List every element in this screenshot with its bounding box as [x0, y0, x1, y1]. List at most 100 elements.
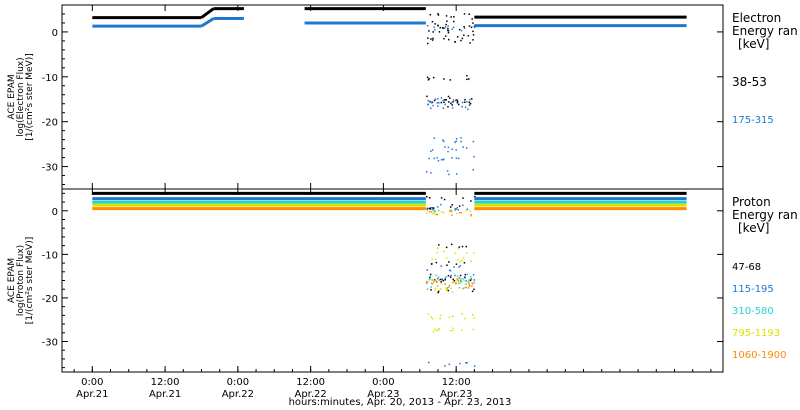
data-point	[428, 157, 430, 160]
data-point	[469, 279, 472, 282]
plot-frame	[61, 188, 724, 373]
data-point	[470, 200, 472, 202]
data-point	[430, 211, 433, 213]
data-point	[446, 170, 449, 172]
series	[92, 191, 687, 294]
y-tick-label: -10	[42, 250, 58, 261]
data-point	[455, 212, 458, 215]
legend-entry: 795-1193	[732, 328, 780, 339]
data-point	[459, 280, 462, 282]
data-point	[449, 79, 452, 81]
data-point	[454, 41, 456, 43]
legend-entry: 115-195	[732, 284, 774, 295]
data-point	[462, 146, 464, 148]
data-point	[433, 210, 436, 213]
data-point	[459, 274, 462, 277]
data-point	[461, 106, 463, 108]
data-point	[463, 286, 466, 289]
data-point	[466, 100, 468, 103]
x-tick-date: Apr.21	[76, 389, 108, 400]
data-point	[454, 252, 457, 255]
data-point	[464, 286, 467, 289]
data-point	[463, 25, 465, 28]
data-point	[448, 316, 451, 318]
y-axis-label: [1/(cm²s ster MeV)]	[25, 237, 35, 324]
data-point	[464, 273, 467, 276]
data-point	[449, 209, 452, 211]
proton-panel: 0 -10 -20 -30 ACE EPAM log(Proton Flux) [1/(cm…	[7, 188, 798, 373]
data-point	[426, 208, 429, 210]
data-point	[442, 140, 445, 143]
data-point	[468, 285, 471, 287]
data-point	[467, 108, 469, 111]
data-point	[465, 283, 467, 285]
data-point	[429, 276, 431, 279]
data-point	[451, 107, 454, 109]
data-point	[444, 26, 447, 28]
data-point	[453, 16, 455, 18]
data-point	[445, 99, 447, 101]
data-point	[458, 266, 460, 268]
data-point	[460, 39, 462, 42]
data-point	[440, 211, 443, 213]
data-point	[461, 101, 464, 104]
data-point	[465, 252, 468, 254]
data-point	[446, 264, 448, 267]
legend-title: Energy ran	[732, 208, 798, 222]
data-point	[447, 38, 450, 41]
data-point	[432, 76, 435, 79]
data-point	[469, 275, 472, 278]
data-point	[435, 261, 438, 264]
data-point	[457, 248, 460, 250]
data-point	[443, 198, 446, 201]
data-point	[458, 246, 460, 248]
data-point	[463, 34, 465, 36]
data-point	[456, 275, 459, 277]
data-point	[462, 197, 464, 199]
data-point	[440, 197, 443, 199]
data-point	[442, 139, 444, 141]
data-point	[436, 329, 438, 332]
data-point	[457, 103, 460, 106]
data-point	[473, 279, 476, 281]
data-point	[443, 27, 446, 30]
data-point	[434, 328, 436, 331]
y-axis-label: ACE EPAM	[7, 258, 17, 303]
data-point	[464, 106, 467, 108]
data-point	[446, 288, 448, 291]
data-point	[473, 252, 475, 254]
data-point	[434, 23, 436, 25]
data-point	[473, 281, 476, 284]
legend-title: Energy ran	[732, 24, 798, 38]
data-point	[425, 171, 428, 173]
data-point	[429, 273, 432, 276]
data-point	[430, 286, 433, 288]
data-point	[461, 37, 464, 40]
data-point	[447, 106, 449, 108]
data-point	[470, 26, 473, 29]
data-point	[471, 285, 473, 287]
y-tick-label: -20	[42, 118, 58, 129]
data-point	[468, 25, 471, 27]
data-point	[468, 78, 470, 80]
electron-panel: 0 -10 -20 -30 ACE EPAM log(Electron Flux) [1/(…	[7, 4, 798, 190]
data-point	[440, 282, 442, 284]
data-point	[470, 214, 472, 217]
data-point	[442, 158, 445, 160]
data-point	[444, 283, 446, 285]
data-point	[437, 290, 440, 293]
data-point	[447, 25, 449, 27]
data-point	[444, 278, 446, 281]
data-point	[447, 95, 450, 98]
data-point	[470, 98, 473, 100]
data-point	[437, 329, 440, 331]
data-point	[439, 317, 441, 320]
data-point	[456, 206, 459, 209]
data-point	[438, 209, 440, 212]
data-point	[468, 281, 470, 283]
data-point	[436, 102, 439, 104]
data-point	[456, 99, 458, 101]
data-point	[452, 101, 454, 103]
data-point	[446, 20, 448, 22]
data-point	[432, 330, 435, 333]
